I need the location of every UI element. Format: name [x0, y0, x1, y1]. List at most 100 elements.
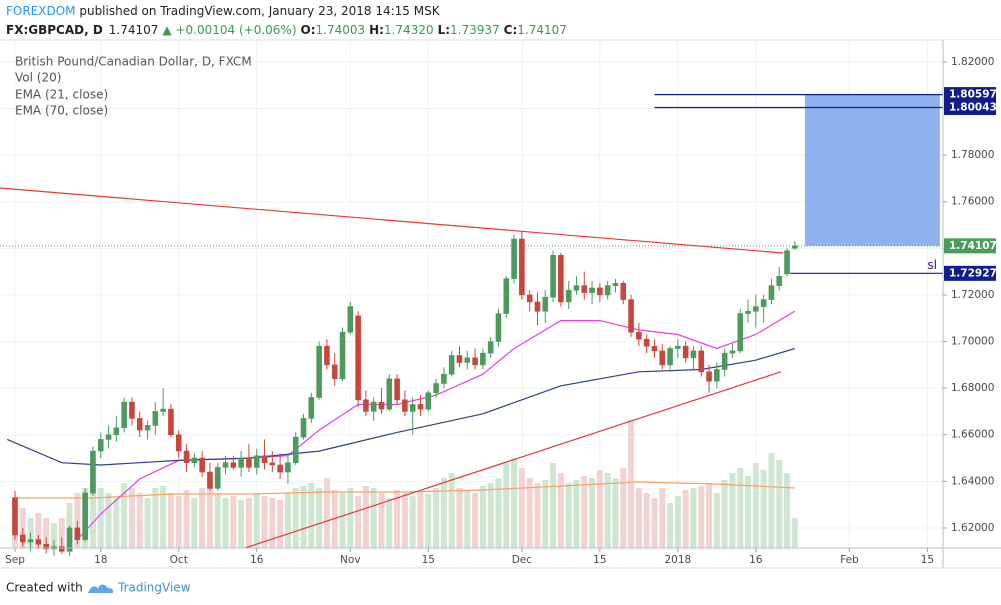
candle-body: [19, 534, 26, 543]
candle-body: [261, 455, 268, 464]
candle-body: [441, 373, 447, 384]
brand[interactable]: TradingView: [117, 581, 191, 595]
o-value: 1.74003: [316, 23, 366, 37]
h-value: 1.74320: [384, 23, 434, 37]
last-price-label: 1.74107: [949, 240, 997, 252]
volume-bar: [160, 486, 167, 548]
candle-body: [168, 408, 174, 436]
candle-body: [464, 357, 471, 363]
candle-body: [66, 527, 73, 552]
candle-body: [324, 345, 330, 366]
x-tick-label: 18: [94, 554, 107, 566]
candle-body: [682, 345, 689, 359]
candle-body: [612, 282, 619, 286]
candle-body: [448, 355, 455, 375]
volume-bar: [152, 488, 159, 548]
candle-body: [347, 306, 354, 333]
candle-body: [339, 331, 346, 380]
volume-bar: [596, 470, 603, 548]
h-label: H:: [369, 23, 384, 37]
volume-bar: [620, 468, 627, 548]
legend-title: British Pound/Canadian Dollar, D, FXCM: [15, 55, 252, 69]
candle-body: [714, 369, 720, 382]
candle-body: [355, 315, 361, 401]
candle-body: [113, 427, 120, 436]
candle-body: [636, 331, 642, 340]
y-tick-label: 1.64000: [951, 475, 994, 487]
candle-body: [105, 434, 112, 440]
candle-body: [526, 294, 533, 303]
candle-body: [511, 238, 517, 279]
plot: sl: [0, 40, 943, 556]
x-tick-label: Dec: [512, 554, 533, 566]
y-tick-label: 1.76000: [951, 196, 994, 208]
volume-bar: [277, 500, 284, 548]
volume-bar: [643, 493, 650, 548]
volume-bar: [245, 498, 252, 548]
y-tick-label: 1.82000: [951, 56, 994, 68]
volume-bar: [791, 518, 798, 548]
volume-bar: [183, 490, 190, 548]
volume-bar: [495, 478, 502, 548]
volume-bar: [58, 518, 65, 548]
legend-volume: Vol (20): [15, 71, 61, 85]
volume-bar: [253, 493, 260, 548]
volume-bar: [659, 488, 666, 548]
published: published on TradingView.com, January 23…: [76, 4, 441, 18]
tradingview-logo: [88, 584, 114, 593]
volume-bar: [745, 476, 752, 548]
volume-bar: [199, 488, 206, 548]
volume-bar: [238, 500, 245, 548]
y-tick-label: 1.68000: [951, 382, 994, 394]
volume-bar: [136, 493, 143, 548]
volume-bar: [768, 453, 775, 548]
candle-body: [144, 425, 151, 431]
volume-bar: [573, 480, 580, 548]
candle-body: [300, 418, 307, 438]
volume-bar: [635, 488, 642, 548]
volume-bar: [425, 494, 432, 548]
candle-body: [386, 378, 393, 410]
candle-body: [425, 392, 432, 410]
volume-bar: [729, 473, 736, 548]
candle-body: [760, 299, 767, 307]
volume-bar: [261, 496, 268, 548]
candle-body: [675, 345, 681, 349]
candle-body: [43, 543, 49, 550]
candle-body: [690, 350, 697, 359]
volume-bar: [167, 493, 174, 548]
y-tick-label: 1.62000: [951, 522, 994, 534]
volume-bar: [230, 496, 237, 548]
candle-body: [285, 462, 291, 473]
volume-ma: [15, 481, 795, 499]
x-tick-label: 16: [749, 554, 763, 566]
change: ▲ +0.00104 (+0.06%): [162, 23, 296, 37]
level-label: 1.72927: [949, 267, 997, 279]
candle-body: [745, 310, 751, 314]
volume-bar: [487, 483, 494, 548]
y-tick-label: 1.72000: [951, 289, 994, 301]
candle-body: [604, 285, 611, 296]
candle-body: [472, 357, 478, 366]
candle-body: [238, 457, 244, 468]
volume-bar: [433, 488, 440, 548]
volume-bar: [121, 483, 128, 548]
volume-bar: [113, 498, 120, 548]
volume-bar: [589, 478, 596, 548]
x-tick-label: Oct: [170, 554, 188, 566]
volume-bar: [690, 488, 697, 548]
trend-line: [244, 371, 781, 549]
candle-body: [433, 383, 439, 394]
volume-bar: [737, 468, 744, 548]
candle-body: [269, 462, 276, 466]
candle-body: [175, 434, 182, 452]
candle-body: [183, 450, 190, 464]
volume-bar: [526, 478, 533, 548]
volume-bar: [35, 513, 42, 548]
last: 1.74107: [109, 23, 159, 37]
volume-bar: [284, 493, 291, 548]
volume-bar: [721, 480, 728, 548]
volume-bar: [222, 498, 229, 548]
volume-bar: [339, 493, 346, 548]
position-box: [804, 94, 940, 246]
